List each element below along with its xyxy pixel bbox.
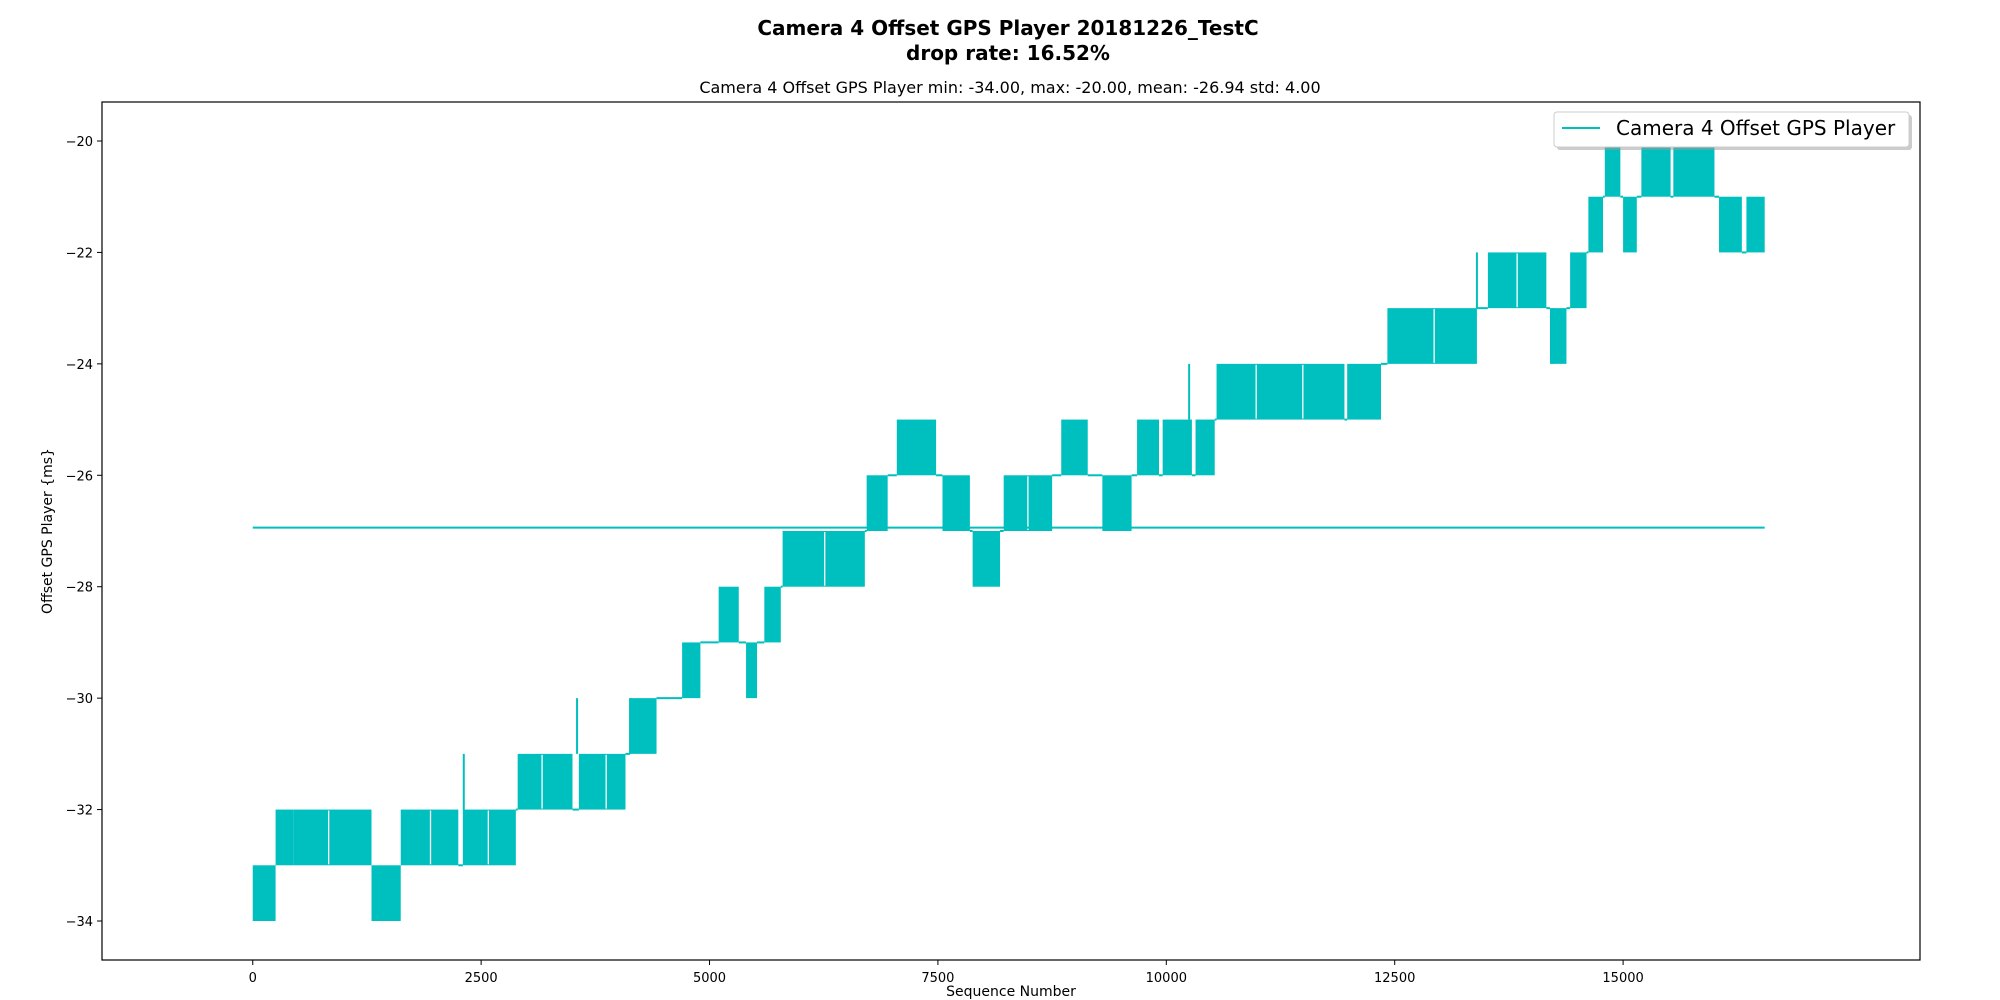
data-band [896,419,937,476]
y-axis: −20 −22 −24 −26 −28 −30 −32 −34 [66,135,102,930]
data-band [1195,419,1215,476]
data-band [782,531,865,587]
data-band [371,865,401,921]
data-band [1641,141,1671,197]
axes-frame [101,101,1921,961]
data-band [1216,363,1345,420]
data-band [746,642,758,699]
data-band [275,809,294,866]
data-band [462,809,516,866]
data-band [1746,196,1765,253]
data-band [400,809,459,866]
y-tick-label: −24 [66,358,93,373]
data-band [1387,308,1477,364]
x-tick-label: 15000 [1602,971,1643,986]
chart-title: Camera 4 Offset GPS Player 20181226_Test… [757,16,1258,40]
y-tick-label: −28 [66,581,93,596]
y-tick-label: −26 [66,469,93,484]
data-band [578,753,626,810]
x-tick-label: 5000 [693,971,726,986]
data-band [1570,252,1587,309]
data-band [1550,308,1567,364]
legend-box [1553,111,1910,148]
data-band [1347,363,1381,420]
x-tick-label: 7500 [921,971,954,986]
legend-label: Camera 4 Offset GPS Player [1616,116,1896,140]
data-band [1137,419,1159,476]
chart-subtitle: Camera 4 Offset GPS Player min: -34.00, … [699,78,1320,97]
y-tick-label: −22 [66,246,93,261]
legend: Camera 4 Offset GPS Player [1553,111,1912,150]
x-tick-label: 12500 [1374,971,1415,986]
x-axis-label: Sequence Number [946,984,1076,1000]
y-tick-label: −34 [66,915,93,930]
data-band [1162,419,1192,476]
data-band [1673,141,1715,197]
data-band [764,586,781,643]
y-axis-label: Offset GPS Player {ms} [40,448,56,614]
data-band [682,642,701,699]
plot-area [252,141,1765,921]
data-band [293,809,372,866]
y-tick-label: −30 [66,692,93,707]
data-band [1604,141,1621,197]
data-band [1623,196,1637,253]
data-band [1102,475,1132,531]
chart-title-drop-rate: drop rate: 16.52% [906,41,1110,65]
data-band [972,531,1001,587]
x-tick-label: 0 [249,971,257,986]
x-axis: 0 2500 5000 7500 10000 12500 15000 [249,960,1644,986]
data-band [1588,196,1603,253]
data-band [517,753,573,810]
x-tick-label: 10000 [1146,971,1187,986]
data-band [718,586,739,643]
y-tick-label: −20 [66,135,93,150]
y-tick-label: −32 [66,804,93,819]
data-band [1061,419,1088,476]
data-band [1719,196,1742,253]
x-tick-label: 2500 [465,971,498,986]
data-band [252,865,276,921]
data-band [630,698,657,754]
data-band [866,475,888,531]
data-band [942,475,970,531]
